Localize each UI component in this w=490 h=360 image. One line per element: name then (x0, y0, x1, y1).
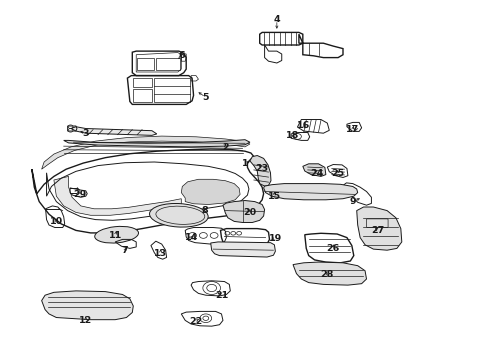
Text: 9: 9 (349, 197, 356, 206)
Polygon shape (357, 207, 402, 250)
Text: 14: 14 (184, 233, 198, 242)
Text: 5: 5 (202, 93, 209, 102)
Text: 21: 21 (215, 292, 229, 300)
Text: 28: 28 (320, 270, 334, 279)
Text: 4: 4 (273, 15, 280, 24)
Ellipse shape (149, 203, 208, 227)
Text: 18: 18 (286, 130, 299, 139)
Polygon shape (71, 127, 157, 135)
Polygon shape (42, 291, 133, 320)
Text: 25: 25 (332, 169, 344, 178)
Polygon shape (64, 140, 250, 147)
Polygon shape (223, 201, 265, 222)
Text: 2: 2 (222, 143, 229, 152)
Polygon shape (303, 164, 326, 176)
Text: 3: 3 (82, 129, 89, 138)
Text: 24: 24 (310, 169, 324, 178)
Ellipse shape (95, 226, 139, 243)
Text: 12: 12 (79, 316, 93, 325)
Polygon shape (54, 176, 181, 215)
Polygon shape (181, 179, 240, 204)
Text: 11: 11 (108, 231, 122, 240)
Text: 15: 15 (268, 192, 281, 201)
Text: 17: 17 (346, 125, 360, 134)
Polygon shape (250, 156, 271, 186)
Polygon shape (264, 184, 358, 200)
Text: 20: 20 (244, 208, 256, 217)
Text: 6: 6 (178, 51, 185, 60)
Polygon shape (293, 262, 367, 285)
Text: 29: 29 (73, 190, 86, 199)
Text: 10: 10 (50, 217, 63, 226)
Polygon shape (42, 136, 250, 169)
Text: 19: 19 (269, 234, 283, 243)
Text: 26: 26 (326, 244, 340, 253)
Text: 27: 27 (371, 226, 385, 235)
Text: 13: 13 (154, 249, 167, 258)
Text: 8: 8 (201, 206, 208, 215)
Text: 23: 23 (256, 163, 269, 172)
Text: 1: 1 (242, 159, 248, 168)
Polygon shape (211, 242, 275, 257)
Text: 22: 22 (189, 317, 203, 325)
Text: 16: 16 (297, 122, 311, 130)
Text: 7: 7 (122, 246, 128, 255)
